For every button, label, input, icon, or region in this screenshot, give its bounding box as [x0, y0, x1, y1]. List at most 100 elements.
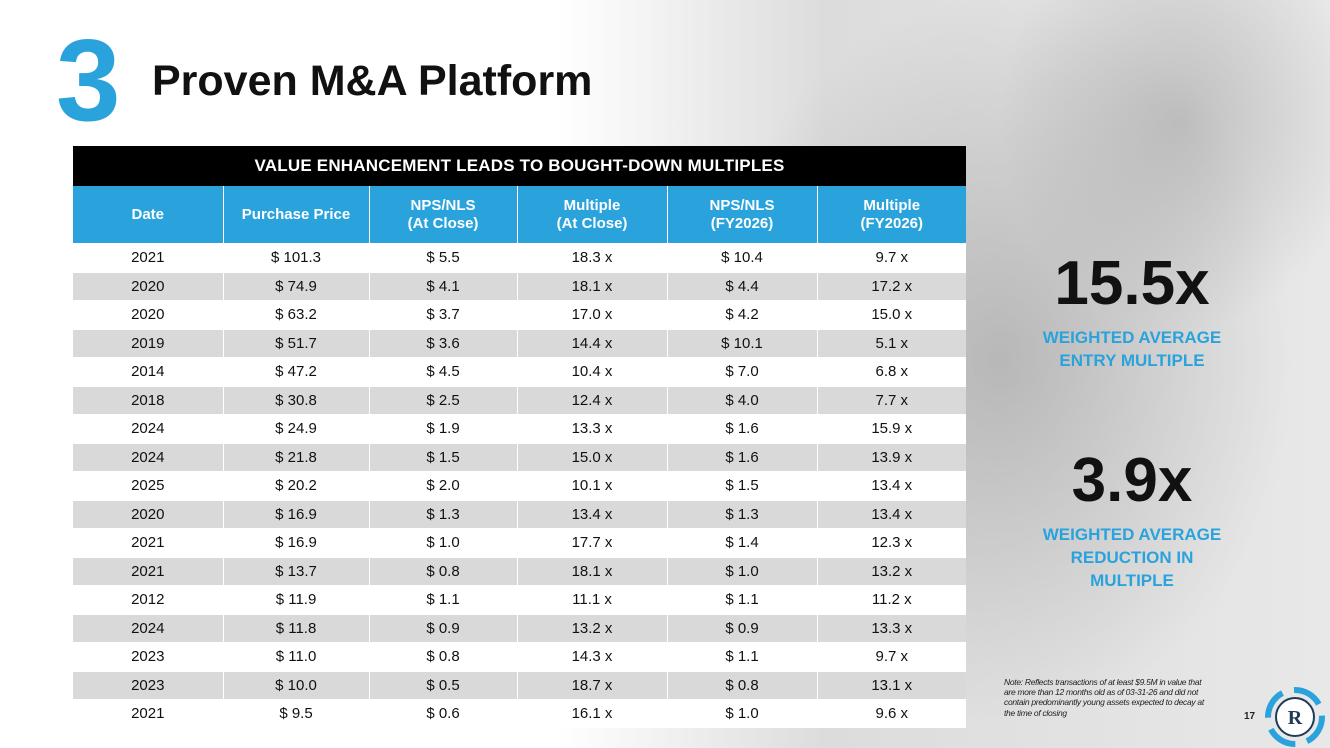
- table-cell: $ 24.9: [223, 414, 370, 443]
- page-number: 17: [1244, 711, 1256, 722]
- table-row: 2020 $ 16.9 $ 1.3 13.4 x $ 1.3 13.4 x: [73, 499, 966, 529]
- table-row: 2024 $ 11.8 $ 0.9 13.2 x $ 0.9 13.3 x: [73, 613, 966, 643]
- table-cell: 2019: [73, 328, 224, 358]
- table-cell: $ 1.3: [369, 499, 518, 529]
- table-cell: 7.7 x: [817, 385, 966, 415]
- multiples-table: Date Purchase Price NPS/NLS (At Close) Multi…: [73, 186, 966, 728]
- table-cell: 11.2 x: [817, 585, 966, 614]
- table-cell: $ 0.8: [369, 642, 518, 671]
- table-cell: 6.8 x: [817, 357, 966, 386]
- table-cell: 9.7 x: [817, 642, 966, 671]
- table-cell: 2012: [73, 585, 224, 614]
- table-row: 2012 $ 11.9 $ 1.1 11.1 x $ 1.1 11.2 x: [73, 585, 966, 614]
- column-header: Purchase Price: [223, 186, 370, 244]
- multiples-table-container: VALUE ENHANCEMENT LEADS TO BOUGHT-DOWN M…: [73, 146, 966, 728]
- table-cell: 18.7 x: [517, 670, 668, 700]
- column-header-line: (FY2026): [860, 214, 924, 232]
- table-cell: 16.1 x: [517, 699, 668, 728]
- table-cell: $ 7.0: [667, 357, 818, 386]
- table-cell: 18.3 x: [517, 243, 668, 272]
- table-cell: $ 0.9: [667, 613, 818, 643]
- table-cell: $ 16.9: [223, 528, 370, 557]
- table-row: 2019 $ 51.7 $ 3.6 14.4 x $ 10.1 5.1 x: [73, 328, 966, 358]
- table-cell: $ 1.3: [667, 499, 818, 529]
- column-header-line: Date: [131, 205, 164, 223]
- table-row: 2023 $ 10.0 $ 0.5 18.7 x $ 0.8 13.1 x: [73, 670, 966, 700]
- table-row: 2024 $ 21.8 $ 1.5 15.0 x $ 1.6 13.9 x: [73, 442, 966, 472]
- reduction-multiple-stat: 3.9x WEIGHTED AVERAGE REDUCTION IN MULTI…: [1012, 450, 1252, 593]
- logo-letter: R: [1288, 707, 1303, 729]
- table-cell: 14.4 x: [517, 328, 668, 358]
- column-header-line: (At Close): [556, 214, 628, 232]
- column-header: Multiple (At Close): [517, 186, 668, 244]
- table-cell: $ 2.5: [369, 385, 518, 415]
- table-cell: $ 1.5: [667, 471, 818, 500]
- table-cell: 15.0 x: [517, 442, 668, 472]
- table-cell: 15.0 x: [817, 300, 966, 329]
- table-cell: 2025: [73, 471, 224, 500]
- table-cell: $ 4.2: [667, 300, 818, 329]
- table-cell: 2021: [73, 699, 224, 728]
- table-row: 2024 $ 24.9 $ 1.9 13.3 x $ 1.6 15.9 x: [73, 414, 966, 443]
- table-row: 2021 $ 9.5 $ 0.6 16.1 x $ 1.0 9.6 x: [73, 699, 966, 728]
- table-cell: 13.4 x: [817, 499, 966, 529]
- table-cell: 2021: [73, 556, 224, 586]
- column-header: Multiple (FY2026): [817, 186, 966, 244]
- table-cell: $ 20.2: [223, 471, 370, 500]
- table-cell: 2024: [73, 414, 224, 443]
- table-cell: 13.4 x: [517, 499, 668, 529]
- table-cell: $ 63.2: [223, 300, 370, 329]
- table-body: 2021 $ 101.3 $ 5.5 18.3 x $ 10.4 9.7 x 2020 $ 7…: [73, 243, 966, 728]
- table-cell: $ 1.0: [667, 556, 818, 586]
- table-cell: $ 0.9: [369, 613, 518, 643]
- table-row: 2018 $ 30.8 $ 2.5 12.4 x $ 4.0 7.7 x: [73, 385, 966, 415]
- column-header-line: Purchase Price: [241, 205, 351, 223]
- table-cell: $ 51.7: [223, 328, 370, 358]
- table-cell: $ 0.8: [369, 556, 518, 586]
- table-cell: $ 1.9: [369, 414, 518, 443]
- table-cell: 2020: [73, 499, 224, 529]
- table-cell: $ 74.9: [223, 271, 370, 301]
- table-cell: 13.4 x: [817, 471, 966, 500]
- table-cell: $ 30.8: [223, 385, 370, 415]
- table-cell: 9.6 x: [817, 699, 966, 728]
- table-cell: $ 4.0: [667, 385, 818, 415]
- table-cell: 15.9 x: [817, 414, 966, 443]
- table-cell: $ 1.1: [667, 585, 818, 614]
- table-cell: 2024: [73, 442, 224, 472]
- table-cell: 13.2 x: [517, 613, 668, 643]
- table-cell: 12.4 x: [517, 385, 668, 415]
- table-cell: $ 2.0: [369, 471, 518, 500]
- table-cell: $ 4.1: [369, 271, 518, 301]
- company-logo-icon: R: [1265, 687, 1325, 747]
- table-cell: $ 1.5: [369, 442, 518, 472]
- table-header-row: Date Purchase Price NPS/NLS (At Close) Multi…: [73, 186, 966, 244]
- table-row: 2014 $ 47.2 $ 4.5 10.4 x $ 7.0 6.8 x: [73, 357, 966, 386]
- table-row: 2023 $ 11.0 $ 0.8 14.3 x $ 1.1 9.7 x: [73, 642, 966, 671]
- table-cell: 2024: [73, 613, 224, 643]
- footnote: Note: Reflects transactions of at least …: [1004, 677, 1204, 718]
- table-cell: 2021: [73, 528, 224, 557]
- table-cell: $ 10.0: [223, 670, 370, 700]
- table-cell: $ 3.6: [369, 328, 518, 358]
- table-row: 2021 $ 13.7 $ 0.8 18.1 x $ 1.0 13.2 x: [73, 556, 966, 586]
- table-cell: $ 0.6: [369, 699, 518, 728]
- table-row: 2025 $ 20.2 $ 2.0 10.1 x $ 1.5 13.4 x: [73, 471, 966, 500]
- page-title: Proven M&A Platform: [152, 57, 593, 105]
- table-cell: $ 16.9: [223, 499, 370, 529]
- table-row: 2021 $ 101.3 $ 5.5 18.3 x $ 10.4 9.7 x: [73, 243, 966, 272]
- column-header-line: NPS/NLS: [410, 196, 476, 214]
- table-cell: $ 4.4: [667, 271, 818, 301]
- table-row: 2020 $ 74.9 $ 4.1 18.1 x $ 4.4 17.2 x: [73, 271, 966, 301]
- table-cell: 11.1 x: [517, 585, 668, 614]
- table-row: 2020 $ 63.2 $ 3.7 17.0 x $ 4.2 15.0 x: [73, 300, 966, 329]
- entry-multiple-value: 15.5x: [1054, 249, 1210, 318]
- column-header-line: (At Close): [407, 214, 479, 232]
- table-cell: $ 21.8: [223, 442, 370, 472]
- table-cell: $ 1.4: [667, 528, 818, 557]
- table-cell: $ 10.1: [667, 328, 818, 358]
- column-header: NPS/NLS (At Close): [369, 186, 518, 244]
- table-cell: 17.7 x: [517, 528, 668, 557]
- table-cell: $ 101.3: [223, 243, 370, 272]
- table-cell: $ 0.8: [667, 670, 818, 700]
